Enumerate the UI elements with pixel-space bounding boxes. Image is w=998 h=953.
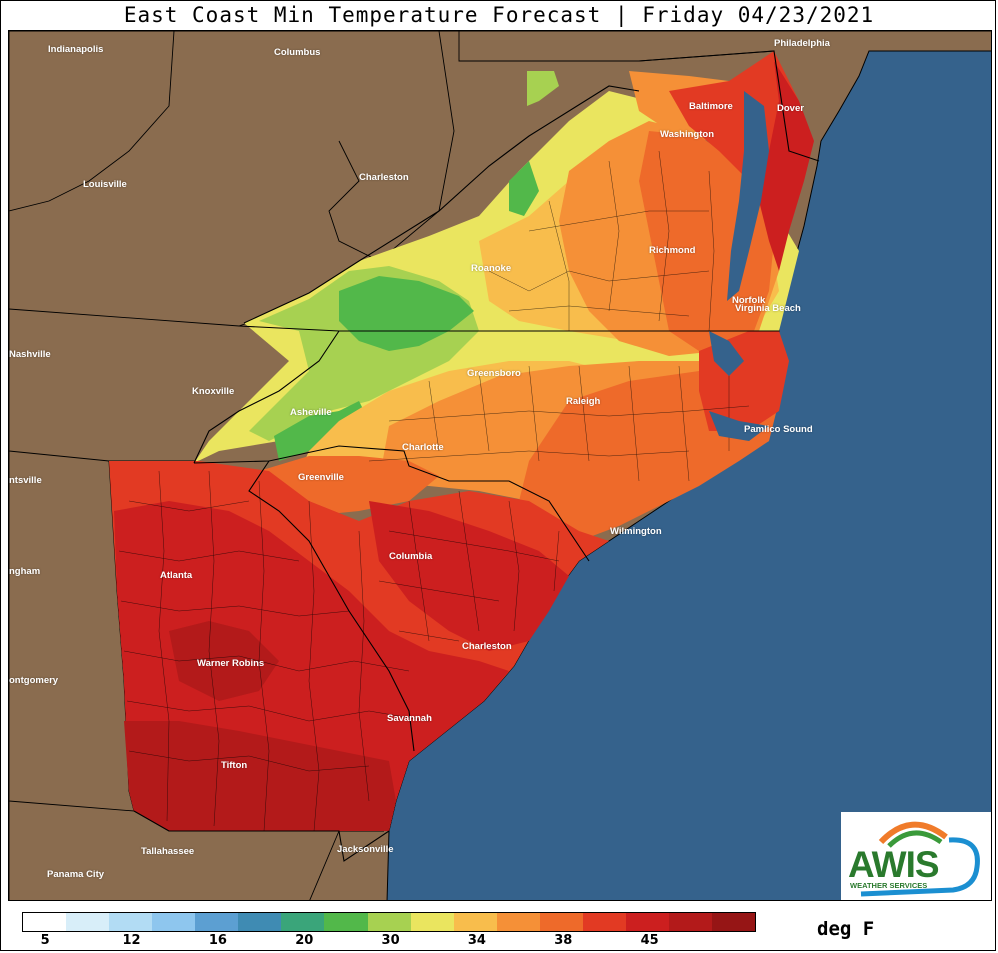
city-label: Philadelphia — [774, 38, 830, 49]
legend-tick-label: 38 — [554, 933, 573, 948]
city-label: Jacksonville — [337, 844, 394, 855]
legend-swatch — [238, 913, 282, 931]
city-label: Charlotte — [402, 442, 444, 453]
awis-logo: AWIS WEATHER SERVICES — [841, 812, 991, 900]
city-label: Greenville — [298, 472, 344, 483]
city-label: Columbus — [274, 47, 321, 58]
city-label: Dover — [777, 103, 804, 114]
city-label: Knoxville — [192, 386, 235, 397]
chesapeake-bay — [709, 91, 769, 441]
legend-swatch — [668, 913, 712, 931]
city-label: Roanoke — [471, 263, 512, 274]
legend-swatch — [496, 913, 540, 931]
legend-tick-label: 20 — [295, 933, 314, 948]
city-label: Tallahassee — [141, 846, 195, 857]
city-label: Louisville — [83, 179, 127, 190]
city-label: Virginia Beach — [735, 303, 801, 314]
city-label: Savannah — [387, 713, 432, 724]
legend-tick-label: 34 — [467, 933, 486, 948]
map-title: East Coast Min Temperature Forecast | Fr… — [123, 3, 875, 27]
city-label: Asheville — [290, 407, 332, 418]
legend-swatch — [539, 913, 583, 931]
city-label: ngham — [9, 566, 41, 577]
city-label: Wilmington — [610, 526, 662, 537]
legend-tick-label: 16 — [208, 933, 227, 948]
city-label: Charleston — [359, 172, 409, 183]
logo-tagline: WEATHER SERVICES — [850, 881, 928, 890]
city-label: Pamlico Sound — [744, 424, 813, 435]
city-label: Tifton — [221, 760, 248, 771]
city-label: Charleston — [462, 641, 512, 652]
state-borders-overlay — [133, 50, 820, 862]
temperature-fills — [99, 51, 814, 831]
color-legend — [22, 912, 756, 932]
city-label: Greensboro — [467, 368, 521, 379]
legend-swatch — [109, 913, 153, 931]
legend-swatch — [281, 913, 325, 931]
legend-swatch — [453, 913, 497, 931]
legend-swatch — [23, 913, 67, 931]
logo-brand-text: AWIS — [848, 844, 940, 885]
legend-swatch — [66, 913, 110, 931]
county-borders — [118, 150, 750, 832]
legend-tick-label: 5 — [40, 933, 50, 948]
city-label: Raleigh — [566, 396, 601, 407]
city-label: Panama City — [47, 869, 105, 880]
map-svg — [9, 31, 991, 900]
city-label: Washington — [660, 129, 714, 140]
city-label: Richmond — [649, 245, 696, 256]
legend-swatch — [582, 913, 626, 931]
legend-swatch — [410, 913, 454, 931]
city-label: Warner Robins — [197, 658, 265, 669]
city-label: Baltimore — [689, 101, 733, 112]
city-label: Nashville — [9, 349, 51, 360]
legend-swatch — [324, 913, 368, 931]
city-label: Indianapolis — [48, 44, 104, 55]
city-label: Norfolk — [732, 295, 766, 306]
units-label: deg F — [817, 918, 875, 940]
temperature-map: Indianapolis Columbus Philadelphia Balti… — [8, 30, 992, 901]
legend-swatch — [367, 913, 411, 931]
city-label: ntsville — [9, 475, 42, 486]
legend-tick-label: 30 — [381, 933, 400, 948]
legend-tick-label: 45 — [640, 933, 659, 948]
logo-arc-icon — [860, 821, 980, 897]
city-label: Atlanta — [160, 570, 193, 581]
legend-swatch — [195, 913, 239, 931]
legend-tick-label: 12 — [122, 933, 141, 948]
legend-swatch — [625, 913, 669, 931]
legend-swatch — [152, 913, 196, 931]
city-label: Columbia — [389, 551, 433, 562]
legend-swatch — [712, 913, 756, 931]
city-label: ontgomery — [9, 675, 59, 686]
